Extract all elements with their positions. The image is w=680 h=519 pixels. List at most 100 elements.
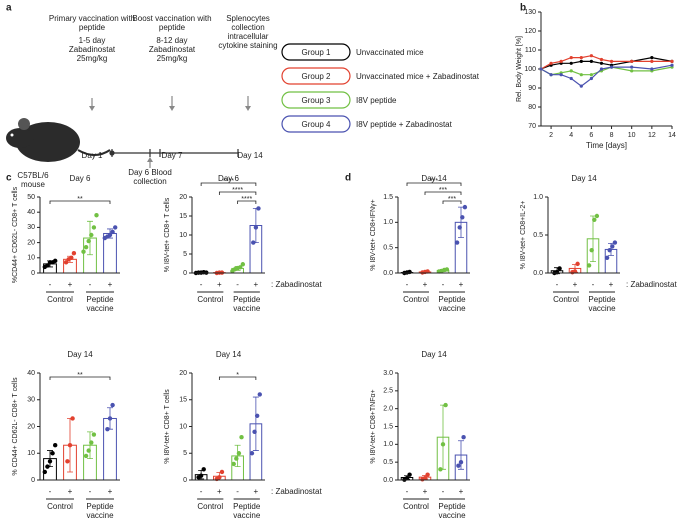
series-point: [589, 73, 593, 77]
significance-label: ****: [223, 178, 234, 185]
series-point: [630, 69, 634, 73]
data-point: [234, 456, 239, 461]
category-label: +: [68, 487, 73, 496]
data-point: [198, 473, 204, 478]
data-point: [253, 225, 259, 230]
significance-bracket: [218, 191, 257, 195]
data-point: [256, 206, 261, 211]
data-point: [110, 229, 115, 235]
category-label: +: [68, 280, 73, 289]
y-tick-label: 110: [525, 47, 536, 54]
y-axis-label: Rel. Body Weight [%]: [516, 36, 523, 102]
data-point: [219, 469, 225, 475]
chart-title: Day 14: [421, 350, 447, 359]
category-label: +: [108, 487, 113, 496]
significance-label: ***: [448, 196, 456, 203]
y-tick-label: 30: [27, 224, 35, 231]
data-point: [460, 215, 465, 220]
step-detail: 8-12 day Zabadinostat 25mg/kg: [148, 36, 196, 63]
y-tick-label: 50: [27, 194, 35, 201]
y-tick-label: 70: [528, 123, 536, 130]
data-point: [407, 472, 412, 477]
step-title: Splenocytes collection intracellular cyt…: [218, 14, 278, 50]
y-tick-label: 20: [27, 423, 35, 430]
significance-label: ****: [232, 187, 243, 194]
x-tick-label: 2: [549, 132, 553, 139]
y-tick-label: 0: [183, 270, 187, 277]
series-point: [559, 73, 563, 77]
significance-bracket: [218, 376, 257, 380]
y-tick-label: 1.0: [383, 219, 393, 226]
y-tick-label: 1.5: [383, 423, 393, 430]
data-point: [461, 435, 466, 440]
x-axis-label: Time [days]: [586, 141, 627, 150]
data-point: [50, 451, 55, 456]
series-point: [589, 54, 593, 58]
data-point: [63, 260, 69, 265]
group-box: [281, 115, 351, 133]
series-point: [630, 65, 634, 69]
series-point: [599, 61, 604, 65]
y-tick-label: 90: [528, 85, 536, 92]
data-point: [110, 402, 115, 408]
y-tick-label: 10: [27, 450, 35, 457]
series-point: [579, 73, 583, 77]
data-point: [65, 459, 70, 464]
group-label: Control: [197, 295, 224, 304]
data-point: [53, 443, 58, 448]
category-label: +: [573, 280, 578, 289]
category-label: -: [200, 280, 203, 289]
significance-label: ****: [241, 196, 252, 203]
data-point: [462, 204, 468, 210]
error-bar: [87, 220, 93, 256]
significance-bracket: [406, 182, 462, 186]
data-point: [45, 263, 50, 268]
data-point: [81, 249, 86, 254]
significance-label: ***: [439, 187, 447, 194]
category-label: +: [459, 487, 464, 496]
category-label: -: [200, 487, 203, 496]
series-point: [609, 59, 614, 64]
y-tick-label: 0.5: [533, 232, 543, 239]
category-label: +: [254, 280, 259, 289]
significance-label: **: [77, 372, 83, 379]
significance-bracket: [200, 182, 257, 186]
data-point: [83, 244, 89, 250]
y-axis-label: % I8V-tet+ CD8+IFNγ+: [370, 199, 377, 270]
y-tick-label: 0: [183, 477, 187, 484]
data-point: [444, 267, 450, 272]
data-point: [254, 413, 260, 418]
y-axis-label: % CD44+ CD62L- CD8+ T cells: [12, 377, 19, 476]
data-point: [231, 461, 236, 467]
data-point: [586, 263, 592, 268]
data-point: [425, 472, 430, 477]
chart-title: Day 14: [421, 174, 447, 183]
y-tick-label: 15: [179, 397, 187, 404]
y-tick-label: 0.0: [383, 270, 393, 277]
series-point: [569, 56, 573, 60]
group-name: Group 4: [302, 120, 331, 129]
category-label: +: [217, 280, 222, 289]
data-point: [440, 442, 446, 447]
data-point: [201, 467, 206, 472]
data-point: [554, 270, 560, 275]
data-point: [70, 416, 75, 421]
data-point: [249, 451, 255, 456]
group-name: Group 3: [302, 96, 331, 105]
y-tick-label: 5: [183, 450, 187, 457]
panel-label: b: [520, 3, 526, 14]
data-point: [610, 244, 615, 249]
error-bar: [234, 444, 241, 468]
category-label: -: [406, 487, 409, 496]
group-description: Unvaccinated mice: [356, 48, 424, 57]
y-tick-label: 0.0: [383, 477, 393, 484]
series-point: [650, 59, 654, 64]
series-point: [549, 73, 553, 77]
factor-label: : Zabadinostat: [271, 487, 322, 496]
data-point: [89, 232, 94, 238]
y-axis-label: % I8V-tet+ CD8+IL-2+: [520, 201, 527, 270]
timeline: [89, 96, 251, 168]
chart-title: Day 6: [70, 174, 91, 183]
category-label: +: [254, 487, 259, 496]
data-point: [457, 225, 462, 230]
